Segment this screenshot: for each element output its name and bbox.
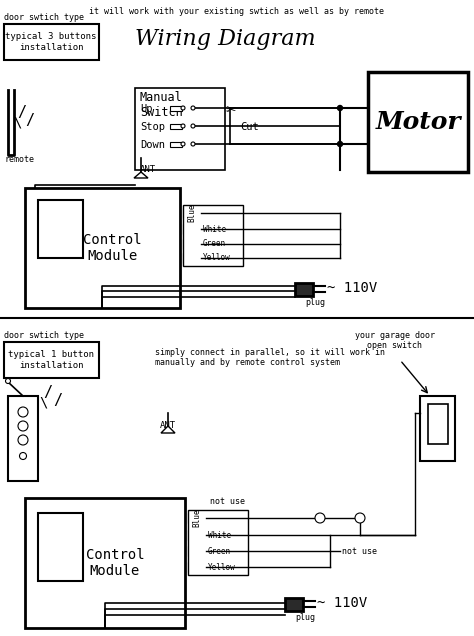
Text: /: / <box>18 104 27 120</box>
Text: ✂: ✂ <box>226 104 236 118</box>
Text: door swtich type: door swtich type <box>4 331 84 340</box>
Text: remote: remote <box>4 155 34 164</box>
Polygon shape <box>134 172 148 178</box>
Bar <box>188 562 206 572</box>
Circle shape <box>315 513 325 523</box>
Text: typical 1 button
installation: typical 1 button installation <box>8 350 94 370</box>
Text: not use: not use <box>342 546 377 555</box>
Bar <box>183 208 201 218</box>
Bar <box>183 239 201 249</box>
Circle shape <box>6 378 10 384</box>
Text: ANT: ANT <box>160 421 176 430</box>
Text: ~ 110V: ~ 110V <box>327 281 377 295</box>
Circle shape <box>181 106 185 110</box>
Bar <box>428 404 448 444</box>
Circle shape <box>355 513 365 523</box>
Circle shape <box>191 124 195 128</box>
Bar <box>25 498 185 628</box>
Text: ANT: ANT <box>140 165 156 174</box>
Circle shape <box>18 421 28 431</box>
Text: Yellow: Yellow <box>203 254 231 263</box>
Text: Green: Green <box>203 240 226 249</box>
Bar <box>135 88 225 170</box>
Bar <box>4 342 99 378</box>
Bar <box>285 598 303 611</box>
Circle shape <box>18 435 28 445</box>
Bar <box>38 200 83 258</box>
Text: /: / <box>54 394 63 408</box>
Bar <box>8 396 38 481</box>
Bar <box>4 24 99 60</box>
Bar <box>38 513 83 581</box>
Polygon shape <box>161 426 175 433</box>
Text: \: \ <box>40 395 48 409</box>
Bar <box>188 546 206 556</box>
Text: simply connect in parallel, so it will work in
manually and by remote control sy: simply connect in parallel, so it will w… <box>155 348 385 368</box>
Text: Up: Up <box>140 104 153 114</box>
Text: Stop: Stop <box>140 122 165 132</box>
Bar <box>170 106 182 111</box>
Text: Manual
Switch: Manual Switch <box>140 91 183 119</box>
Bar <box>420 396 455 461</box>
Text: Down: Down <box>140 140 165 150</box>
Text: Blue: Blue <box>188 204 197 222</box>
Text: Green: Green <box>208 546 231 555</box>
Text: /: / <box>26 113 35 127</box>
Text: ~ 110V: ~ 110V <box>317 596 367 610</box>
Text: White: White <box>203 225 226 233</box>
Text: Control
Module: Control Module <box>83 233 142 263</box>
Text: Cut: Cut <box>240 122 259 132</box>
Bar <box>170 124 182 129</box>
Circle shape <box>181 124 185 128</box>
Circle shape <box>337 141 343 146</box>
Bar <box>295 283 313 296</box>
Bar <box>183 205 243 266</box>
Text: White: White <box>208 530 231 539</box>
Bar <box>188 513 206 523</box>
Bar <box>368 72 468 172</box>
Text: Wiring Diagram: Wiring Diagram <box>135 28 316 50</box>
Circle shape <box>191 106 195 110</box>
Text: your garage door
open switch: your garage door open switch <box>355 331 435 350</box>
Text: Yellow: Yellow <box>208 562 236 572</box>
Circle shape <box>18 407 28 417</box>
Bar <box>188 510 248 575</box>
Bar <box>183 253 201 263</box>
Text: plug: plug <box>305 298 325 307</box>
Bar <box>170 142 182 147</box>
Text: plug: plug <box>295 613 315 622</box>
Text: Blue: Blue <box>192 509 201 527</box>
Text: Motor: Motor <box>375 110 461 134</box>
Text: \: \ <box>14 116 22 130</box>
Circle shape <box>19 452 27 459</box>
Circle shape <box>191 142 195 146</box>
Bar <box>188 530 206 540</box>
Text: not use: not use <box>210 497 245 506</box>
Circle shape <box>337 106 343 111</box>
Bar <box>25 188 180 308</box>
Text: door swtich type: door swtich type <box>4 13 84 22</box>
Bar <box>183 224 201 234</box>
Text: /: / <box>44 385 53 399</box>
Circle shape <box>181 142 185 146</box>
Text: it will work with your existing swtich as well as by remote: it will work with your existing swtich a… <box>90 7 384 16</box>
Text: typical 3 buttons
installation: typical 3 buttons installation <box>5 32 97 52</box>
Text: Control
Module: Control Module <box>86 548 144 578</box>
